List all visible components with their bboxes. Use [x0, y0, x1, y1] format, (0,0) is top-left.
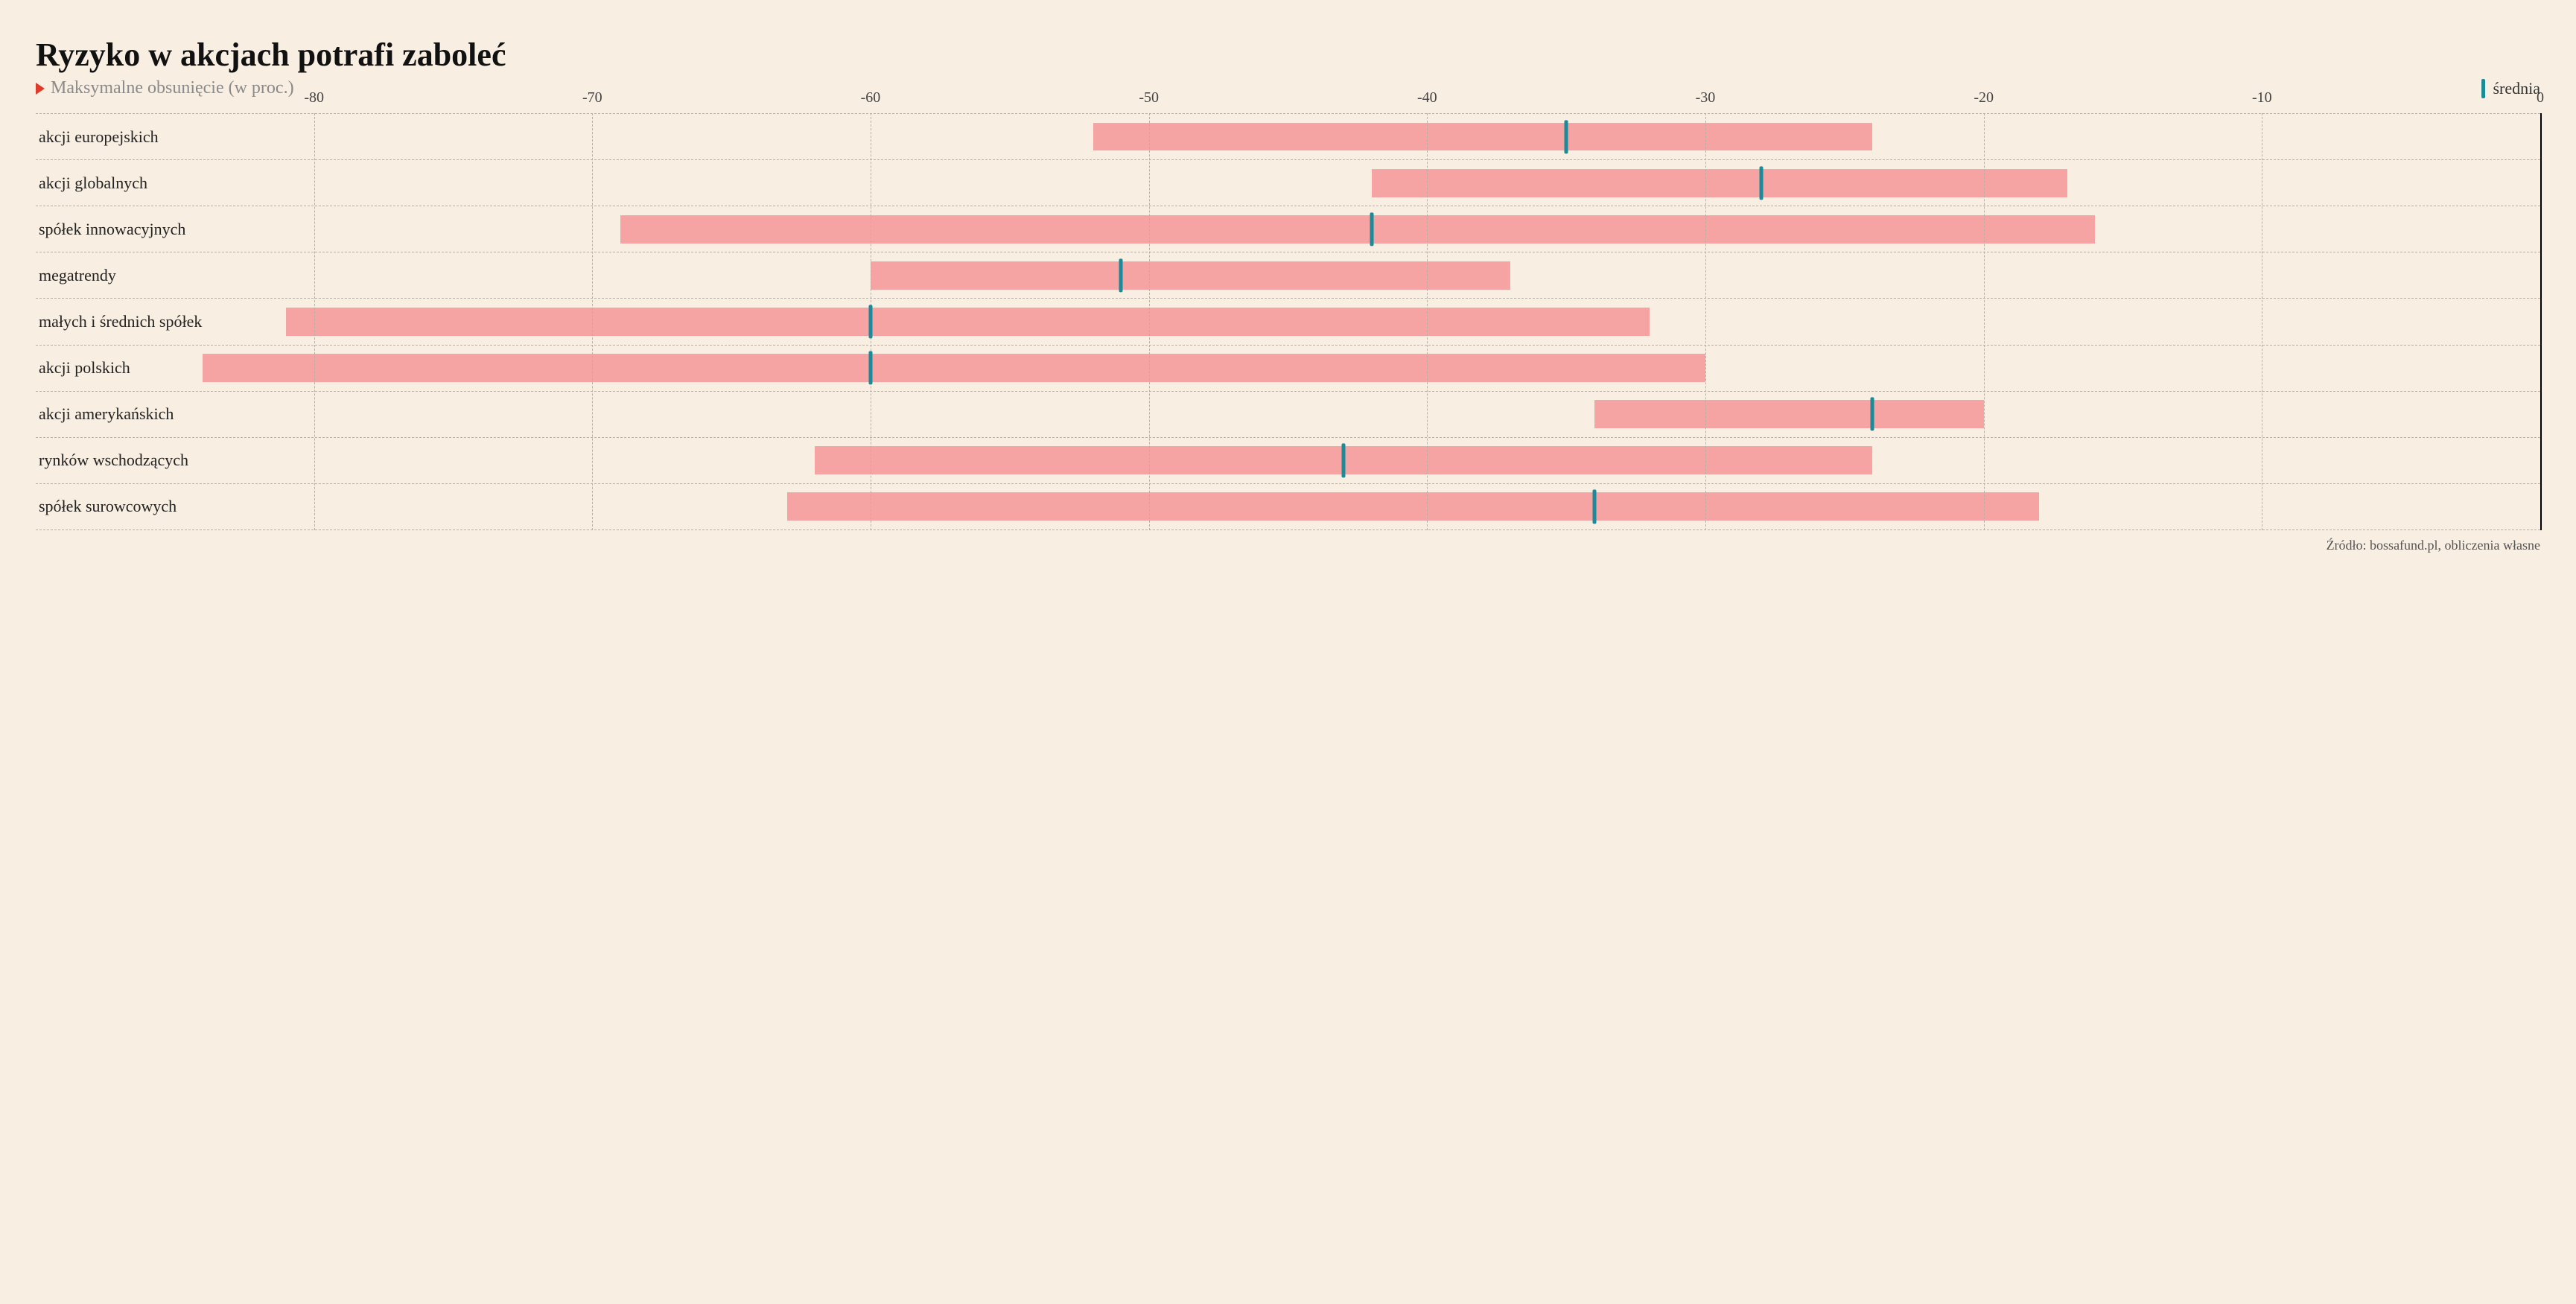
gridline	[314, 113, 315, 530]
chart-title: Ryzyko w akcjach potrafi zaboleć	[36, 36, 2540, 74]
chart-row: akcji amerykańskich	[36, 391, 2540, 437]
row-label: spółek innowacyjnych	[39, 220, 185, 239]
gridline	[1427, 113, 1428, 530]
range-bar	[787, 492, 2040, 521]
mean-marker	[1592, 490, 1596, 524]
row-label: akcji amerykańskich	[39, 404, 174, 424]
mean-marker	[868, 351, 872, 384]
axis-tick-label: -70	[582, 89, 602, 106]
range-bar	[1093, 123, 1872, 151]
row-label: megatrendy	[39, 266, 116, 285]
range-bar	[871, 261, 1510, 290]
mean-marker	[1871, 398, 1874, 431]
chart-row: spółek surowcowych	[36, 483, 2540, 530]
chart-row: rynków wschodzących	[36, 437, 2540, 483]
row-label: rynków wschodzących	[39, 451, 188, 470]
mean-marker	[1370, 212, 1373, 246]
chart-row: spółek innowacyjnych	[36, 206, 2540, 252]
row-label: akcji polskich	[39, 358, 130, 378]
row-label: akcji europejskich	[39, 127, 159, 147]
source-text: Źródło: bossafund.pl, obliczenia własne	[36, 538, 2540, 553]
range-bar	[620, 215, 2095, 244]
mean-marker	[1342, 444, 1346, 477]
chart-row: małych i średnich spółek	[36, 298, 2540, 344]
rows-container: akcji europejskich akcji globalnych spółek…	[36, 113, 2540, 530]
chart-row: akcji polskich	[36, 345, 2540, 391]
x-axis: -80-70-60-50-40-30-20-100	[36, 89, 2540, 107]
range-bar	[1372, 169, 2067, 197]
axis-tick-label: -10	[2252, 89, 2272, 106]
axis-tick-label: -80	[304, 89, 324, 106]
chart-row: megatrendy	[36, 252, 2540, 298]
axis-tick-label: -50	[1139, 89, 1159, 106]
chart-container: Ryzyko w akcjach potrafi zaboleć Maksyma…	[0, 0, 2576, 568]
axis-tick-label: -20	[1974, 89, 1994, 106]
range-bar	[1594, 400, 1984, 428]
gridline	[592, 113, 593, 530]
range-bar	[286, 308, 1650, 336]
gridline	[1984, 113, 1985, 530]
row-label: spółek surowcowych	[39, 497, 176, 516]
mean-marker	[868, 305, 872, 338]
range-bar	[203, 354, 1705, 382]
chart-row: akcji europejskich	[36, 113, 2540, 159]
axis-tick-label: -30	[1696, 89, 1716, 106]
plot-area: -80-70-60-50-40-30-20-100 akcji europejs…	[36, 113, 2542, 530]
chart-row: akcji globalnych	[36, 159, 2540, 206]
mean-marker	[1119, 258, 1123, 292]
gridline	[1149, 113, 1150, 530]
axis-tick-label: -60	[861, 89, 881, 106]
gridline	[1705, 113, 1706, 530]
mean-marker	[1759, 166, 1763, 200]
row-label: akcji globalnych	[39, 174, 147, 193]
mean-marker	[1565, 120, 1568, 153]
axis-tick-label: 0	[2537, 89, 2544, 106]
axis-tick-label: -40	[1417, 89, 1437, 106]
row-label: małych i średnich spółek	[39, 312, 202, 331]
